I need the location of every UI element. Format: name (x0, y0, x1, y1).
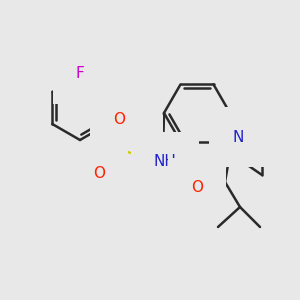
Text: O: O (93, 167, 105, 182)
Text: NH: NH (154, 154, 176, 169)
Text: F: F (76, 67, 84, 82)
Text: O: O (191, 181, 203, 196)
Text: S: S (126, 140, 138, 158)
Text: N: N (232, 130, 244, 145)
Text: O: O (113, 112, 125, 127)
